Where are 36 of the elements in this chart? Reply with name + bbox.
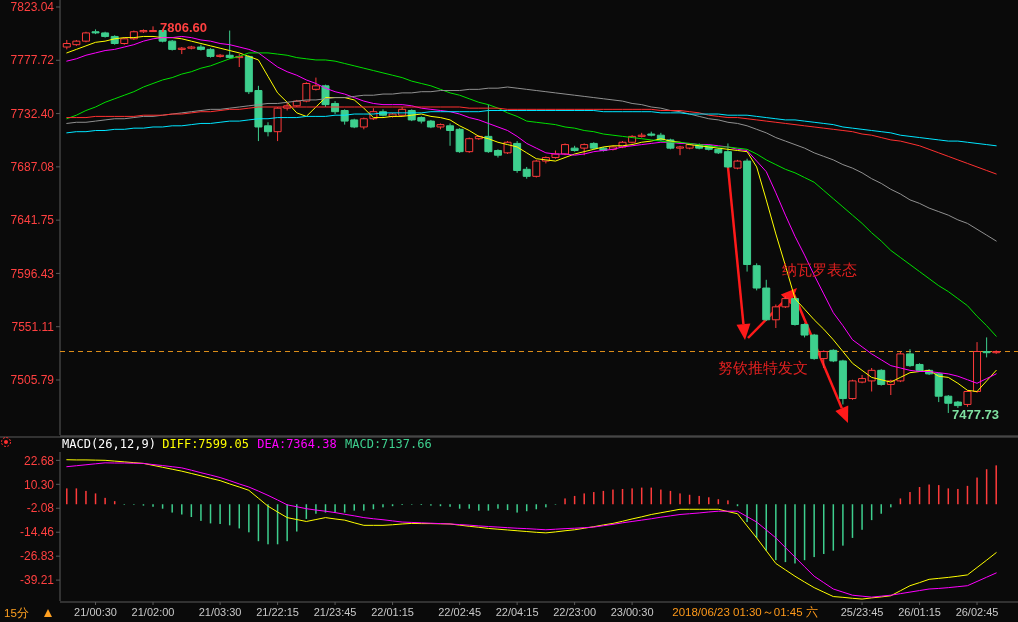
x-tick-label: 22/23:00 [553,606,597,618]
y-tick-label: 10.30 [23,477,55,492]
text: 15分 [4,607,29,619]
x-tick-label: 21/00:30 [74,606,117,618]
y-tick-label: 7505.79 [10,373,55,388]
annotation: 努钦推特发文 [718,359,808,377]
y-tick-label: 7641.75 [10,213,55,228]
y-tick-label: 7687.08 [10,160,55,175]
y-tick-label: 7551.11 [11,319,55,334]
x-tick-label: 21/02:00 [131,606,175,618]
x-tick-label: 25/23:45 [840,606,884,618]
x-tick-label: 23/00:30 [610,606,654,618]
y-tick-label: -14.46 [19,525,55,540]
text: 2018/06/23 01:30～01:45 六 [672,605,818,618]
x-tick-label: 22/02:45 [438,606,482,618]
y-tick-label: 22.68 [23,453,55,468]
y-tick-label: -2.08 [26,501,55,516]
text: DEA:7364.38 [257,437,337,451]
y-tick-label: 7823.04 [10,0,55,15]
annotation: 7806.60 [160,19,207,35]
x-tick-label: 21/03:30 [198,606,242,618]
series-label: DIFF:7599.05 [162,437,249,451]
y-tick-label: 7777.72 [10,53,55,68]
y-tick-label: 7732.40 [10,106,55,121]
x-tick-label: 26/01:15 [898,606,941,618]
x-tick-label: 22/01:15 [371,606,414,618]
x-tick-label: 26/02:45 [955,606,999,618]
y-tick-label: -26.83 [19,549,55,564]
chart-title: MACD(26,12,9) [62,437,156,451]
annotation: 7477.73 [952,406,999,422]
x-tick-label: 21/22:15 [256,606,299,618]
y-tick-label: -39.21 [19,573,55,588]
text: MACD:7137.66 [345,437,432,451]
y-tick-label: 7596.43 [10,266,55,281]
x-tick-label: 21/23:45 [313,606,357,618]
x-tick-label: 22/04:15 [495,606,539,618]
